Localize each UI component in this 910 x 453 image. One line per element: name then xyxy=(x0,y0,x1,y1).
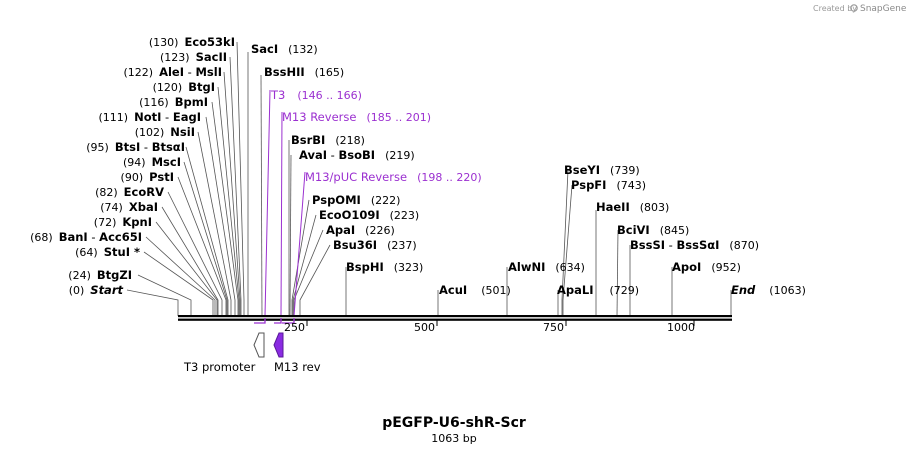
primer-label-t3: T3 (146 .. 166) xyxy=(270,88,362,102)
site-label: (72) KpnI xyxy=(94,215,152,229)
tick-label-250: 250 xyxy=(284,321,305,334)
feature-label-m13-rev: M13 rev xyxy=(274,360,321,374)
site-label: (95) BtsI - BtsαI xyxy=(86,140,185,154)
site-label: ApaLI (729) xyxy=(557,283,639,297)
right-site-labels: SacI (132) BssHII (165) BsrBI (218) AvaI - … xyxy=(251,42,806,297)
site-label: (24) BtgZI xyxy=(68,268,132,282)
primer-connectors xyxy=(264,89,306,317)
site-label: BseYI (739) xyxy=(564,163,640,177)
backbone-bottom-strand xyxy=(178,318,732,321)
site-label: (102) NsiI xyxy=(135,125,195,139)
feature-label-t3-promoter: T3 promoter xyxy=(183,360,256,374)
t3-promoter-arrow xyxy=(253,332,265,358)
site-label: (64) StuI * xyxy=(75,245,140,259)
backbone-top-strand xyxy=(178,315,732,318)
site-label-start: (0) Start xyxy=(69,283,124,297)
plasmid-length: 1063 bp xyxy=(431,432,476,445)
site-label: (94) MscI xyxy=(123,155,181,169)
site-label: (116) BpmI xyxy=(139,95,208,109)
site-label: HaeII (803) xyxy=(596,200,669,214)
site-label: BssHII (165) xyxy=(264,65,344,79)
primer-labels: T3 (146 .. 166) M13 Reverse (185 .. 201) M… xyxy=(270,88,482,184)
m13-rev-arrow xyxy=(273,332,284,358)
site-label: (130) Eco53kI xyxy=(149,35,235,49)
site-label: AvaI - BsoBI (219) xyxy=(299,148,415,162)
left-site-labels: (130) Eco53kI (123) SacII (122) AleI - MslI… xyxy=(30,35,235,297)
site-label: (111) NotI - EagI xyxy=(98,110,201,124)
site-label: Bsu36I (237) xyxy=(333,238,417,252)
credit-prefix: Created by xyxy=(813,4,857,13)
site-label: (123) SacII xyxy=(160,50,227,64)
primer-label-m13-puc-reverse: M13/pUC Reverse (198 .. 220) xyxy=(305,170,482,184)
scale-ticks: 250 500 750 1000 xyxy=(284,320,695,334)
site-label: BciVI (845) xyxy=(617,223,689,237)
site-label: (90) PstI xyxy=(121,170,174,184)
site-label: EcoO109I (223) xyxy=(319,208,419,222)
site-label: SacI (132) xyxy=(251,42,318,56)
plasmid-name: pEGFP-U6-shR-Scr xyxy=(382,415,526,431)
site-label: AlwNI (634) xyxy=(508,260,585,274)
site-label: (68) BanI - Acc65I xyxy=(30,230,142,244)
tick-label-750: 750 xyxy=(543,321,564,334)
site-label: ApoI (952) xyxy=(672,260,741,274)
site-label: BsrBI (218) xyxy=(291,133,365,147)
tick-label-1000: 1000 xyxy=(667,321,695,334)
site-label: BssSI - BssSαI (870) xyxy=(630,238,759,252)
site-label: ApaI (226) xyxy=(326,223,395,237)
tick-label-500: 500 xyxy=(414,321,435,334)
site-label: BspHI (323) xyxy=(346,260,423,274)
credit-brand: SnapGene xyxy=(860,4,907,14)
primer-label-m13-reverse: M13 Reverse (185 .. 201) xyxy=(282,110,431,124)
right-connectors xyxy=(247,52,732,317)
left-connectors xyxy=(126,41,245,316)
site-label: PspFI (743) xyxy=(571,178,646,192)
primer-bars xyxy=(254,318,295,324)
snapgene-logo-icon xyxy=(850,4,858,12)
site-label: (120) BtgI xyxy=(153,80,215,94)
site-label: (74) XbaI xyxy=(100,200,158,214)
site-label-end: End (1063) xyxy=(731,283,806,297)
site-label: AcuI (501) xyxy=(439,283,511,297)
site-label: PspOMI (222) xyxy=(312,193,400,207)
site-label: (122) AleI - MslI xyxy=(124,65,223,79)
site-label: (82) EcoRV xyxy=(95,185,164,199)
